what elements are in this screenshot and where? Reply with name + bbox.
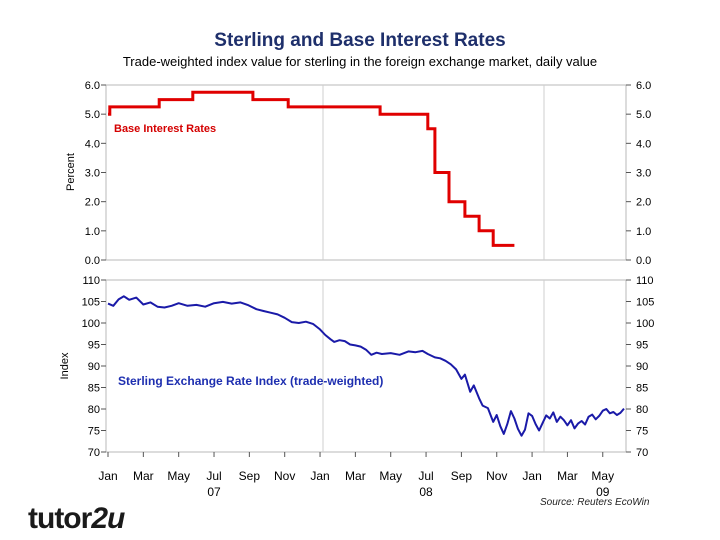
index-y-tick-right-4: 90 <box>636 361 648 373</box>
index-y-tick-right-6: 100 <box>636 318 654 330</box>
index-y-tick-left-1: 75 <box>88 426 100 438</box>
rates-y-tick-left-2: 2.0 <box>85 197 100 209</box>
rates-y-tick-right-0: 0.0 <box>636 255 651 267</box>
rates-y-tick-left-4: 4.0 <box>85 138 100 150</box>
index-y-tick-left-0: 70 <box>88 447 100 459</box>
rates-y-tick-right-1: 1.0 <box>636 226 651 238</box>
index-y-tick-left-6: 100 <box>82 318 100 330</box>
exchange-rate-index-series-line <box>107 295 625 437</box>
index-y-tick-right-2: 80 <box>636 404 648 416</box>
rates-y-tick-right-5: 5.0 <box>636 109 651 121</box>
index-y-tick-left-8: 110 <box>82 275 100 287</box>
index-y-tick-left-5: 95 <box>88 340 100 352</box>
rates-y-tick-left-1: 1.0 <box>85 226 100 238</box>
logo-text-b: 2u <box>91 502 125 535</box>
tutor2u-logo: tutor2u <box>28 502 125 536</box>
x-tick-month-10: Sep <box>451 469 473 483</box>
index-y-tick-left-4: 90 <box>88 361 100 373</box>
x-tick-year-2: 09 <box>596 485 610 499</box>
index-y-tick-right-5: 95 <box>636 340 648 352</box>
x-tick-month-11: Nov <box>486 469 507 483</box>
x-tick-month-12: Jan <box>522 469 541 483</box>
index-y-tick-left-7: 105 <box>82 297 100 309</box>
x-tick-month-7: Mar <box>345 469 366 483</box>
chart-subtitle: Trade-weighted index value for sterling … <box>122 54 598 69</box>
index-y-tick-right-0: 70 <box>636 447 648 459</box>
chart-title: Sterling and Base Interest Rates <box>214 30 506 51</box>
rates-y-tick-right-4: 4.0 <box>636 138 651 150</box>
rates-y-tick-left-3: 3.0 <box>85 168 100 180</box>
rates-panel-frame <box>105 84 627 261</box>
index-y-tick-left-2: 80 <box>88 404 100 416</box>
source-note: Source: Reuters EcoWin <box>540 497 650 508</box>
x-tick-year-0: 07 <box>207 485 221 499</box>
x-tick-month-2: May <box>167 469 190 483</box>
rates-y-tick-left-5: 5.0 <box>85 109 100 121</box>
x-tick-month-13: Mar <box>557 469 578 483</box>
x-tick-month-0: Jan <box>98 469 117 483</box>
rates-y-tick-left-0: 0.0 <box>85 255 100 267</box>
rates-y-tick-left-6: 6.0 <box>85 80 100 92</box>
rates-y-tick-right-6: 6.0 <box>636 80 651 92</box>
index-y-tick-right-7: 105 <box>636 297 654 309</box>
x-tick-month-9: Jul <box>418 469 433 483</box>
x-tick-month-6: Jan <box>310 469 329 483</box>
index-y-tick-right-8: 110 <box>636 275 654 287</box>
index-y-tick-left-3: 85 <box>88 383 100 395</box>
index-y-tick-right-1: 75 <box>636 426 648 438</box>
rates-y-axis-label: Percent <box>65 153 77 191</box>
x-tick-month-1: Mar <box>133 469 154 483</box>
exchange-rate-series-label: Sterling Exchange Rate Index (trade-weig… <box>118 374 383 388</box>
index-y-tick-right-3: 85 <box>636 383 648 395</box>
x-tick-month-14: May <box>591 469 614 483</box>
rates-y-tick-right-3: 3.0 <box>636 168 651 180</box>
logo-text-a: tutor <box>28 502 92 535</box>
base-rate-series-label: Base Interest Rates <box>114 123 216 135</box>
rates-y-tick-right-2: 2.0 <box>636 197 651 209</box>
base-rate-series-line <box>108 90 515 247</box>
x-tick-month-5: Nov <box>274 469 295 483</box>
x-tick-month-3: Jul <box>206 469 221 483</box>
x-tick-month-8: May <box>379 469 402 483</box>
x-tick-year-1: 08 <box>419 485 433 499</box>
index-y-axis-label: Index <box>59 352 71 379</box>
x-tick-month-4: Sep <box>239 469 261 483</box>
